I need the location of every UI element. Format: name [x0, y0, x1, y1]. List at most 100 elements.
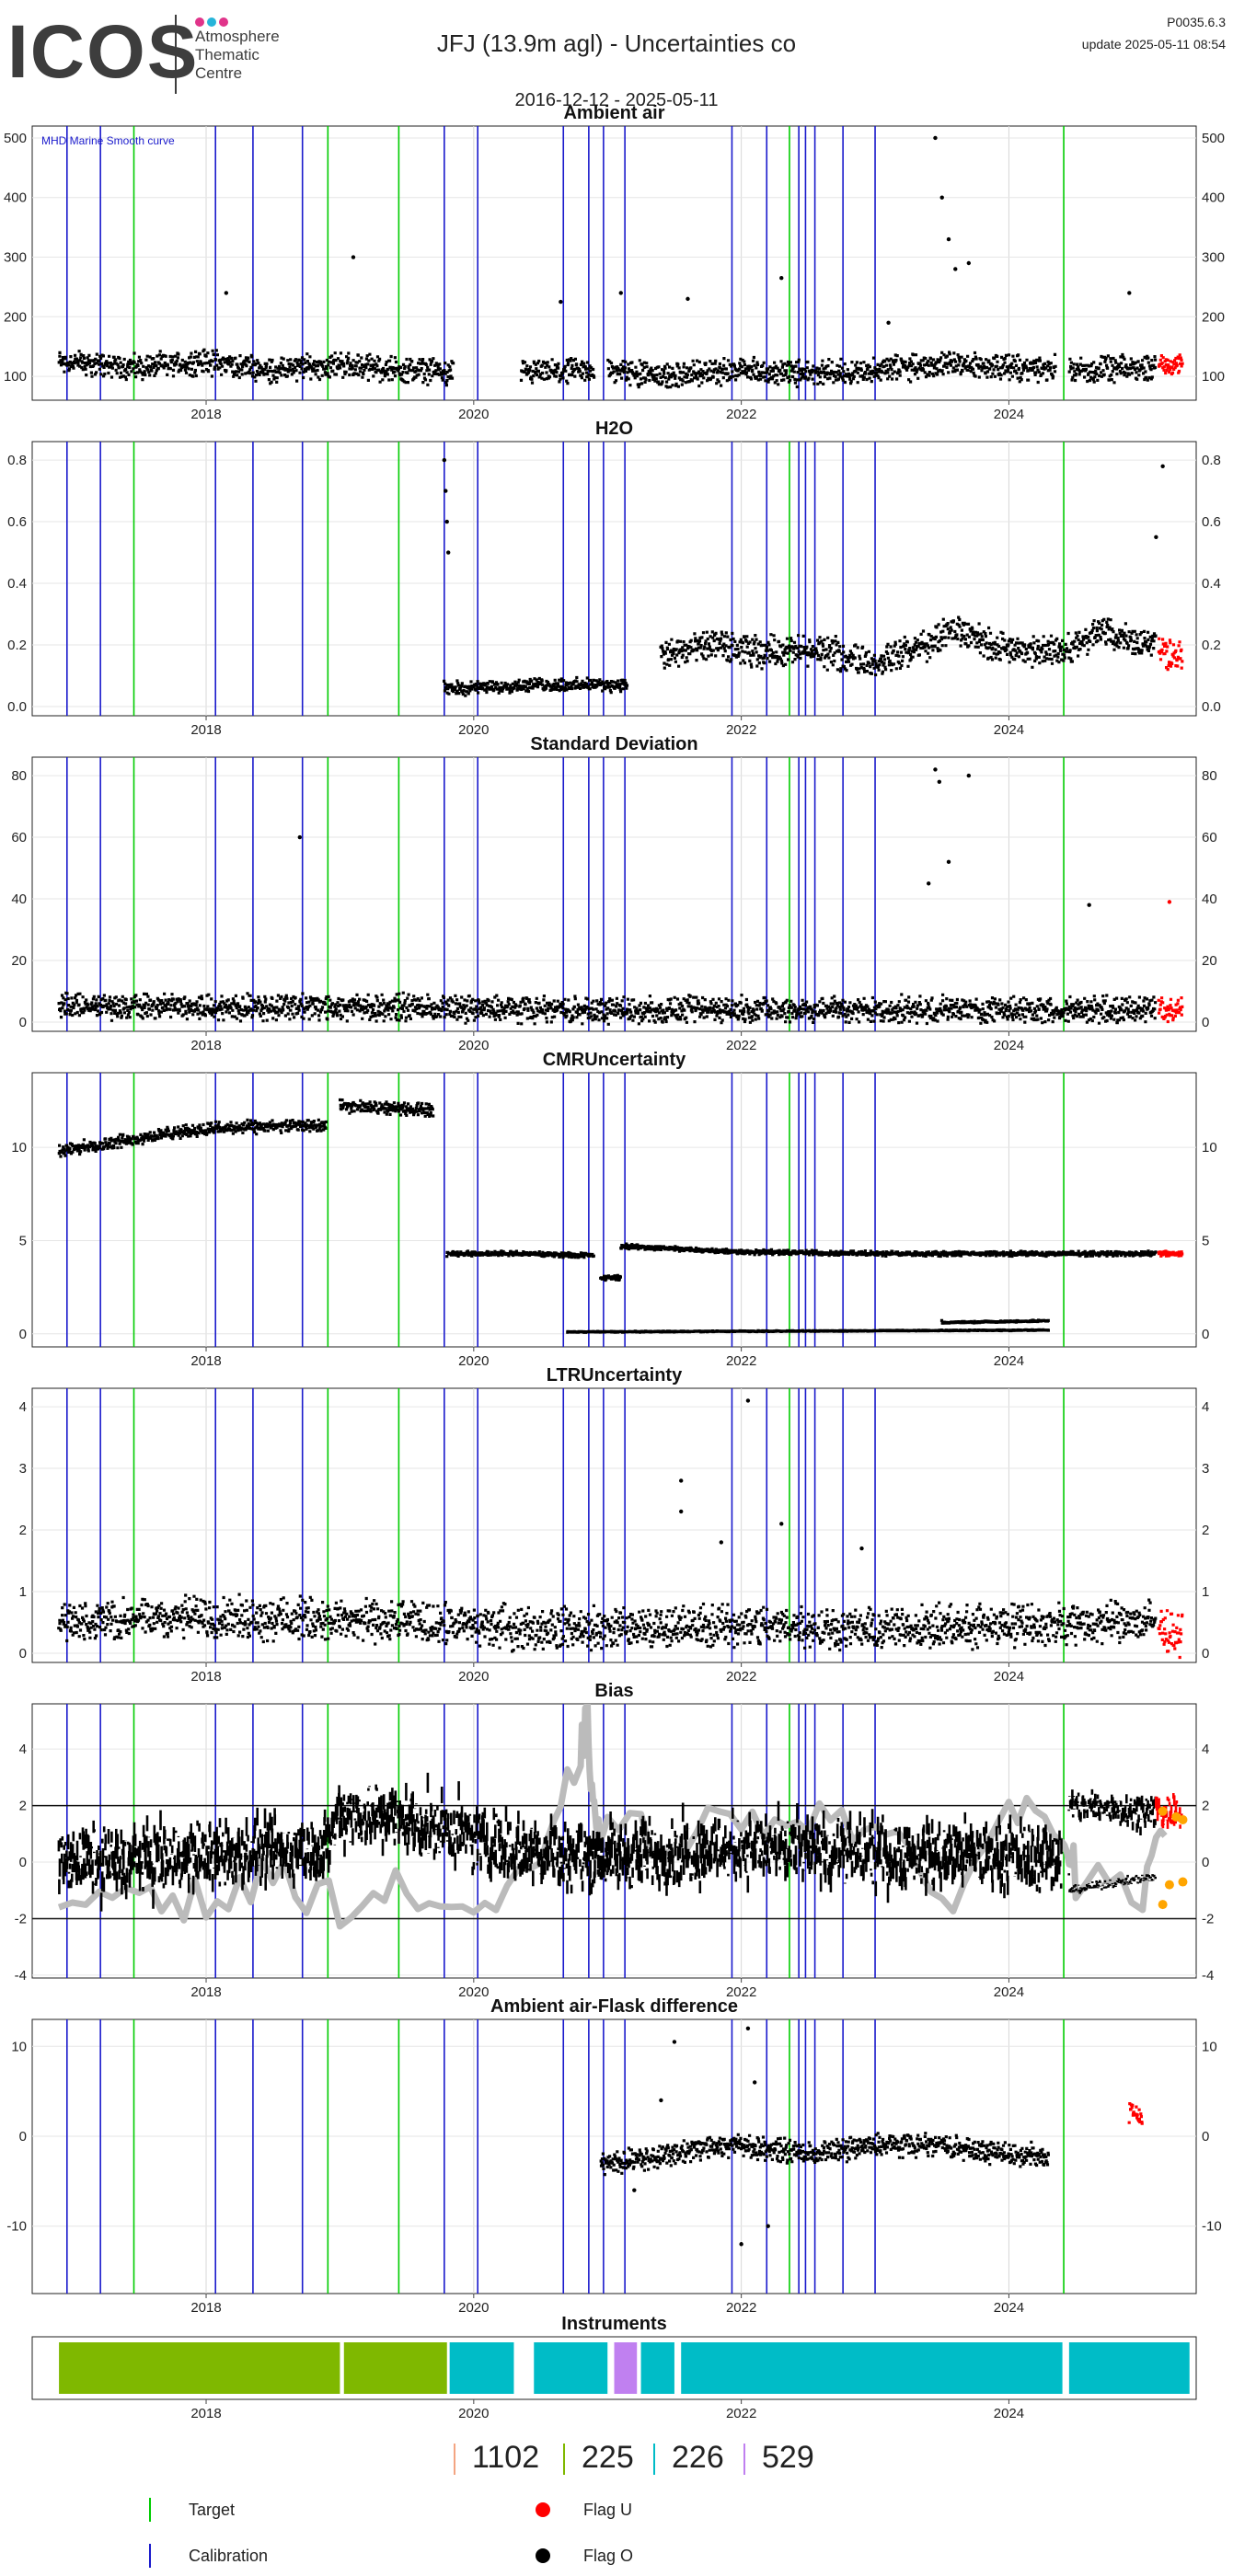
instrument-segment	[534, 2342, 608, 2394]
flag-o-series	[57, 991, 1158, 1026]
outlier-point	[859, 1546, 864, 1551]
orange-point	[1164, 1880, 1174, 1890]
instruments-legend: 1102 225 226 529	[0, 2440, 1233, 2486]
instrument-segment	[640, 2342, 674, 2394]
y-tick-label: 500	[4, 131, 27, 146]
logo-subtitle: Atmosphere Thematic Centre	[195, 28, 280, 83]
y-tick-label: 2	[1202, 1523, 1209, 1538]
y-tick-label: 400	[4, 190, 27, 206]
y-tick-label: 500	[1202, 131, 1225, 146]
x-tick-label: 2022	[726, 722, 756, 738]
logo-divider	[175, 15, 177, 94]
data-layer	[57, 135, 1184, 389]
chart-panel-4: CMRUncertainty 2018 2020 2022 2024 0 0 5 5 10 10	[11, 1050, 1216, 1369]
target-legend-label: Target	[189, 2501, 236, 2519]
instrument-legend-label: 225	[582, 2440, 634, 2475]
instrument-legend-swatch	[653, 2444, 655, 2475]
outlier-point	[739, 2242, 743, 2247]
date-range: 2016-12-12 - 2025-05-11	[514, 90, 719, 110]
x-tick-label: 2018	[190, 722, 221, 738]
y-tick-label: 20	[1202, 953, 1217, 969]
y-tick-label: 0.0	[7, 699, 27, 715]
outlier-point	[926, 881, 931, 886]
y-tick-label: 0.6	[1202, 514, 1221, 530]
flag-u-series	[1127, 2102, 1144, 2125]
x-tick-label: 2022	[726, 1353, 756, 1369]
outlier-point	[618, 291, 623, 295]
data-layer	[57, 1398, 1184, 1660]
instrument-legend-swatch	[454, 2444, 455, 2475]
y-tick-label: 0	[19, 1646, 27, 1662]
flag-o-series	[57, 348, 1158, 389]
instrument-segment	[614, 2342, 638, 2394]
y-tick-label: 4	[1202, 1742, 1209, 1757]
y-tick-label: 0	[1202, 1327, 1209, 1342]
instrument-legend-label: 1102	[472, 2440, 540, 2475]
chart-title: CMRUncertainty	[543, 1050, 686, 1070]
chart-title: Ambient air	[563, 103, 664, 123]
y-tick-label: 300	[1202, 250, 1225, 266]
flag-u-legend-label: Flag U	[583, 2501, 633, 2519]
instrument-segment	[449, 2342, 514, 2394]
y-tick-label: 10	[11, 2039, 27, 2054]
x-tick-label: 2020	[458, 2406, 489, 2421]
flag-o-series	[445, 1249, 595, 1259]
x-tick-label: 2022	[726, 407, 756, 422]
data-layer	[57, 1098, 1184, 1334]
y-tick-label: 0.8	[1202, 453, 1221, 468]
flag-o-series	[57, 1772, 1064, 1912]
flag-o-legend-label: Flag O	[583, 2547, 634, 2565]
outlier-point	[686, 296, 690, 302]
flag-o-series	[1067, 1788, 1158, 1835]
outlier-point	[351, 255, 356, 259]
outlier-point	[953, 267, 958, 271]
y-tick-label: 1	[1202, 1584, 1209, 1600]
outlier-point	[1127, 291, 1132, 295]
x-tick-label: 2018	[190, 1669, 221, 1685]
flag-o-series	[599, 1273, 622, 1282]
instrument-legend-label: 226	[672, 2440, 724, 2475]
outlier-point	[779, 275, 784, 281]
calibration-legend-label: Calibration	[189, 2547, 269, 2565]
flag-u-series	[1157, 637, 1184, 672]
flag-o-series	[566, 1328, 1050, 1334]
x-tick-label: 2018	[190, 1038, 221, 1053]
plot-frame	[31, 125, 1197, 401]
chart-title: Instruments	[561, 2314, 666, 2334]
data-layer	[599, 2026, 1144, 2247]
y-tick-label: 3	[1202, 1461, 1209, 1477]
instrument-legend-label: 529	[762, 2440, 814, 2475]
outlier-point	[679, 1478, 684, 1483]
outlier-point	[946, 859, 951, 865]
outlier-point	[224, 291, 229, 295]
outlier-point	[1160, 464, 1165, 468]
flag-o-series	[939, 1318, 1050, 1325]
chart-title: H2O	[595, 419, 633, 439]
update-timestamp: update 2025-05-11 08:54	[1081, 37, 1226, 52]
y-tick-label: 60	[11, 830, 27, 845]
chart-annotation: MHD Marine Smooth curve	[41, 134, 175, 147]
instrument-segment	[681, 2342, 1063, 2394]
target-legend-line	[149, 2498, 151, 2522]
y-tick-label: 2	[19, 1523, 27, 1538]
outlier-point	[672, 2040, 677, 2044]
flag-o-series	[57, 1118, 328, 1158]
outlier-point	[745, 1398, 751, 1403]
y-tick-label: 200	[4, 309, 27, 325]
x-tick-label: 2022	[726, 1669, 756, 1685]
outlier-point	[442, 457, 447, 463]
outlier-point	[1154, 535, 1158, 539]
y-tick-label: 200	[1202, 309, 1225, 325]
y-tick-label: 0.4	[7, 576, 27, 592]
x-tick-label: 2022	[726, 2300, 756, 2316]
header: ICOS Atmosphere Thematic Centre JFJ (13.…	[0, 0, 1233, 129]
y-tick-label: 400	[1202, 190, 1225, 206]
logo-subtitle-line: Atmosphere	[195, 28, 280, 45]
instrument-segment	[1068, 2342, 1190, 2394]
flag-u-series	[1158, 353, 1184, 376]
y-tick-label: 0	[19, 1855, 27, 1870]
flag-u-series	[1157, 996, 1184, 1024]
logo-subtitle-line: Centre	[195, 64, 243, 82]
orange-point	[1178, 1814, 1188, 1824]
x-tick-label: 2020	[458, 1353, 489, 1369]
